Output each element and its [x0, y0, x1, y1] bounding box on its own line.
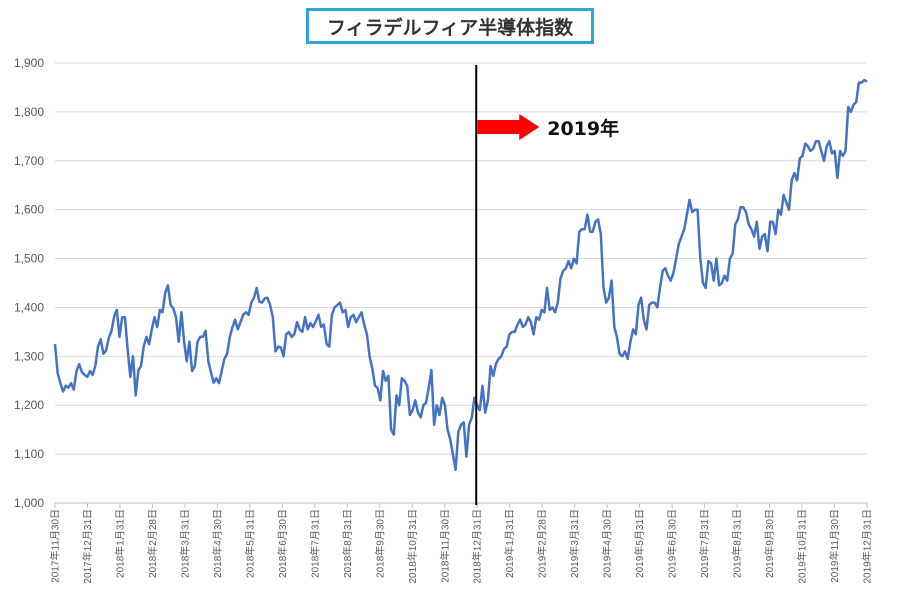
- y-tick-label: 1,900: [14, 56, 44, 70]
- x-tick-label: 2018年2月28日: [146, 509, 159, 578]
- gridlines: [55, 62, 867, 455]
- x-tick-label: 2017年12月31日: [81, 509, 94, 584]
- x-tick-label: 2019年12月31日: [861, 509, 874, 584]
- x-tick-label: 2018年12月31日: [471, 509, 484, 584]
- x-tick-label: 2019年5月31日: [633, 509, 646, 578]
- y-tick-label: 1,200: [14, 398, 44, 412]
- y-tick-label: 1,000: [14, 496, 44, 510]
- x-tick-label: 2019年4月30日: [601, 509, 614, 578]
- y-tick-label: 1,700: [14, 154, 44, 168]
- x-tick-label: 2019年1月31日: [503, 509, 516, 578]
- x-tick-label: 2018年10月31日: [406, 509, 419, 584]
- y-tick-label: 1,600: [14, 203, 44, 217]
- y-tick-label: 1,800: [14, 105, 44, 119]
- y-tick-label: 1,300: [14, 349, 44, 363]
- x-tick-label: 2018年8月31日: [341, 509, 354, 578]
- y-axis-ticks: 1,000 1,100 1,200 1,300 1,400 1,500 1,600 1,700…: [14, 56, 44, 510]
- x-tick-label: 2019年8月31日: [731, 509, 744, 578]
- x-tick-label: 2018年11月30日: [438, 509, 451, 583]
- x-tick-label: 2018年7月31日: [308, 509, 321, 578]
- x-tick-label: 2019年3月31日: [568, 509, 581, 578]
- x-tick-label: 2019年7月31日: [698, 509, 711, 578]
- y-tick-label: 1,400: [14, 300, 44, 314]
- x-tick-label: 2017年11月30日: [49, 509, 62, 583]
- x-tick-label: 2019年9月30日: [763, 509, 776, 578]
- annotation-label: 2019年: [547, 117, 619, 140]
- x-tick-label: 2019年2月28日: [536, 509, 549, 578]
- x-tick-label: 2018年6月30日: [276, 509, 289, 578]
- x-tick-label: 2019年10月31日: [796, 509, 809, 584]
- x-tick-label: 2018年1月31日: [113, 509, 126, 578]
- y-tick-label: 1,500: [14, 252, 44, 266]
- x-tick-label: 2018年9月30日: [373, 509, 386, 578]
- x-tick-label: 2019年11月30日: [828, 509, 841, 583]
- chart-title: フィラデルフィア半導体指数: [306, 8, 594, 44]
- y-tick-label: 1,100: [14, 447, 44, 461]
- x-tick-label: 2018年4月30日: [211, 509, 224, 578]
- series-line: [53, 78, 868, 472]
- x-axis-ticks: 2017年11月30日 2017年12月31日 2018年1月31日 2018年2月2…: [49, 503, 874, 584]
- red-arrow-icon: [477, 114, 540, 140]
- x-tick-label: 2018年5月31日: [243, 509, 256, 578]
- x-tick-label: 2018年3月31日: [178, 509, 191, 578]
- x-tick-label: 2019年6月30日: [666, 509, 679, 578]
